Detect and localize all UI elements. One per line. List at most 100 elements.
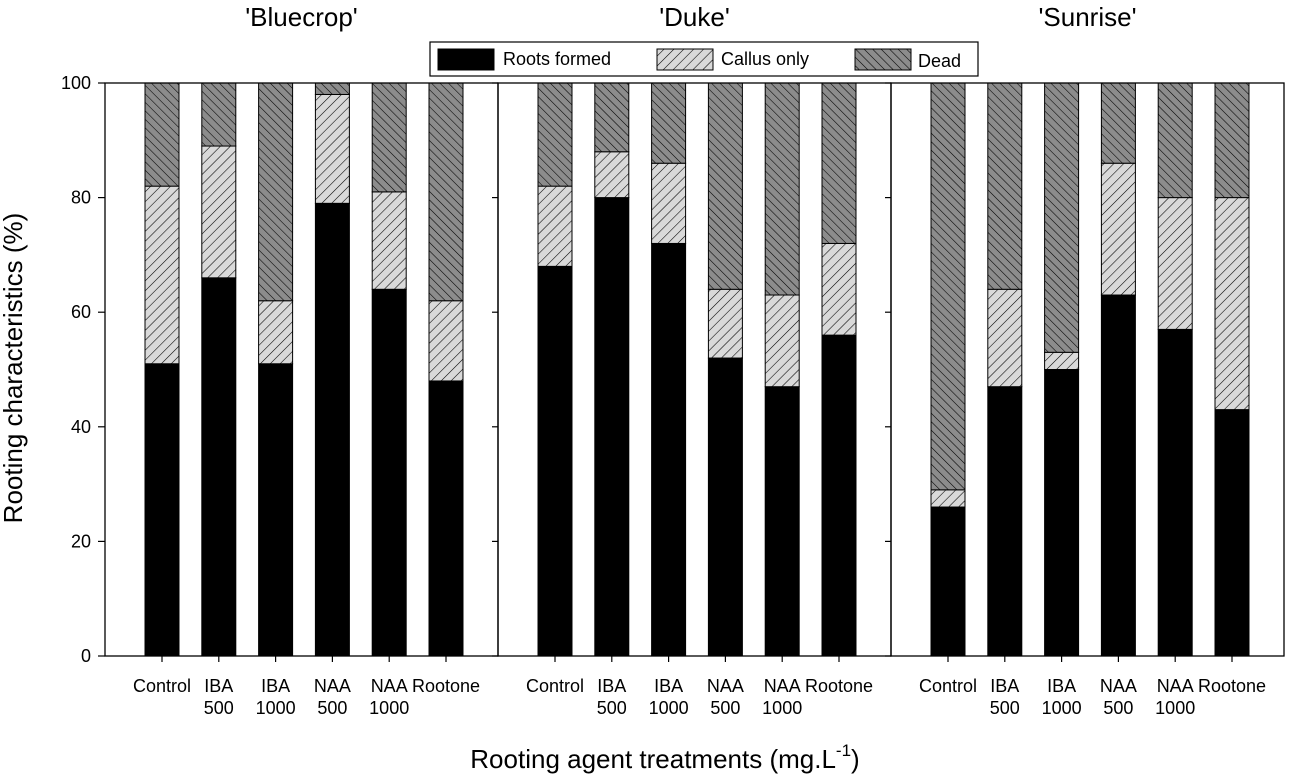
x-axis-label-main: Rooting agent treatments (mg.L — [470, 744, 836, 774]
bar-roots-0-5 — [428, 380, 464, 657]
bar-roots-0-2 — [258, 363, 294, 657]
panels-layer: 'Bluecrop' 'Duke' 'Sunrise' — [104, 2, 1285, 657]
x-tick-label-1-5-0: Rootone — [805, 676, 873, 696]
bar-roots-1-5 — [821, 334, 857, 657]
bar-callus-0-4 — [371, 191, 407, 290]
bar-roots-2-0 — [930, 506, 966, 657]
bar-roots-2-1 — [987, 386, 1023, 657]
bar-callus-0-5 — [428, 300, 464, 382]
legend-swatch-dead — [854, 48, 912, 71]
bar-roots-0-0 — [144, 363, 180, 657]
x-tick-label-0-2-0: IBA — [261, 676, 290, 696]
bar-roots-1-4 — [764, 386, 800, 657]
bar-callus-2-5 — [1214, 197, 1250, 411]
bar-callus-2-0 — [930, 489, 966, 508]
bar-dead-2-5 — [1214, 82, 1250, 199]
y-axis-label: Rooting characteristics (%) — [0, 213, 28, 524]
bar-roots-0-1 — [201, 277, 237, 657]
x-tick-label-0-4-1: 1000 — [369, 698, 409, 718]
x-tick-label-1-1-0: IBA — [597, 676, 626, 696]
y-tick-label-5: 100 — [61, 73, 91, 93]
panel-title-0: 'Bluecrop' — [245, 2, 358, 32]
bar-callus-2-1 — [987, 288, 1023, 388]
bar-roots-2-3 — [1100, 294, 1136, 657]
bar-roots-0-4 — [371, 288, 407, 657]
bar-dead-1-5 — [821, 82, 857, 244]
x-tick-label-1-4-0: NAA — [764, 676, 801, 696]
x-axis-label-sup: -1 — [836, 741, 851, 760]
bar-dead-1-2 — [651, 82, 687, 164]
bar-roots-2-2 — [1044, 369, 1080, 657]
x-tick-label-0-3-0: NAA — [314, 676, 351, 696]
bar-dead-0-4 — [371, 82, 407, 193]
x-tick-label-1-2-0: IBA — [654, 676, 683, 696]
y-axis: 0 20 40 60 80 100 — [61, 73, 891, 666]
x-tick-label-0-3-1: 500 — [317, 698, 347, 718]
legend-label-dead: Dead — [918, 51, 961, 71]
x-tick-label-2-4-1: 1000 — [1155, 698, 1195, 718]
bar-dead-0-3 — [314, 82, 350, 95]
x-tick-label-2-2-1: 1000 — [1042, 698, 1082, 718]
y-tick-label-3: 60 — [71, 302, 91, 322]
x-tick-label-2-1-1: 500 — [990, 698, 1020, 718]
y-tick-label-4: 80 — [71, 188, 91, 208]
bar-roots-0-3 — [314, 202, 350, 657]
x-tick-label-0-4-0: NAA — [371, 676, 408, 696]
bar-dead-2-0 — [930, 82, 966, 491]
x-tick-label-2-4-0: NAA — [1157, 676, 1194, 696]
bar-roots-2-5 — [1214, 409, 1250, 657]
bar-callus-2-4 — [1157, 197, 1193, 330]
x-tick-label-1-2-1: 1000 — [649, 698, 689, 718]
bar-callus-1-5 — [821, 242, 857, 336]
bar-callus-1-0 — [537, 185, 573, 267]
bar-roots-1-0 — [537, 265, 573, 657]
legend-swatch-roots — [437, 48, 495, 71]
x-axis-label-end: ) — [851, 744, 860, 774]
bar-dead-2-1 — [987, 82, 1023, 290]
legend-swatch-callus — [656, 48, 714, 71]
x-tick-label-0-2-1: 1000 — [256, 698, 296, 718]
bar-dead-0-0 — [144, 82, 180, 187]
x-tick-label-1-1-1: 500 — [597, 698, 627, 718]
x-tick-label-0-5-0: Rootone — [412, 676, 480, 696]
bar-roots-1-2 — [651, 242, 687, 657]
x-tick-label-2-5-0: Rootone — [1198, 676, 1266, 696]
bars-layer — [144, 82, 1250, 657]
panel-title-1: 'Duke' — [659, 2, 730, 32]
x-tick-label-0-1-1: 500 — [204, 698, 234, 718]
bar-callus-0-0 — [144, 185, 180, 365]
y-tick-label-1: 20 — [71, 531, 91, 551]
bar-callus-2-2 — [1044, 351, 1080, 370]
panel-title-2: 'Sunrise' — [1038, 2, 1136, 32]
x-tick-label-1-3-1: 500 — [710, 698, 740, 718]
x-tick-label-1-4-1: 1000 — [762, 698, 802, 718]
x-tick-label-2-3-1: 500 — [1103, 698, 1133, 718]
bar-dead-0-5 — [428, 82, 464, 302]
bar-dead-0-2 — [258, 82, 294, 302]
bar-dead-2-4 — [1157, 82, 1193, 199]
y-tick-label-0: 0 — [81, 646, 91, 666]
bar-callus-0-2 — [258, 300, 294, 365]
x-tick-label-0-1-0: IBA — [204, 676, 233, 696]
bar-callus-0-1 — [201, 145, 237, 279]
bar-roots-1-1 — [594, 197, 630, 657]
panel-frame-2 — [890, 82, 1285, 657]
bar-dead-1-4 — [764, 82, 800, 296]
bar-dead-1-3 — [707, 82, 743, 290]
x-tick-label-2-1-0: IBA — [990, 676, 1019, 696]
x-tick-label-2-2-0: IBA — [1047, 676, 1076, 696]
x-tick-label-1-3-0: NAA — [707, 676, 744, 696]
bar-callus-1-1 — [594, 151, 630, 199]
bar-callus-1-3 — [707, 288, 743, 359]
bar-dead-1-1 — [594, 82, 630, 153]
x-tick-label-2-3-0: NAA — [1100, 676, 1137, 696]
bar-roots-2-4 — [1157, 328, 1193, 657]
bar-roots-1-3 — [707, 357, 743, 657]
bar-dead-2-3 — [1100, 82, 1136, 164]
bar-callus-0-3 — [314, 93, 350, 204]
x-axis-label: Rooting agent treatments (mg.L-1) — [470, 741, 859, 774]
bar-dead-2-2 — [1044, 82, 1080, 353]
x-tick-label-1-0-0: Control — [526, 676, 584, 696]
y-tick-label-2: 40 — [71, 417, 91, 437]
bar-callus-1-4 — [764, 294, 800, 388]
